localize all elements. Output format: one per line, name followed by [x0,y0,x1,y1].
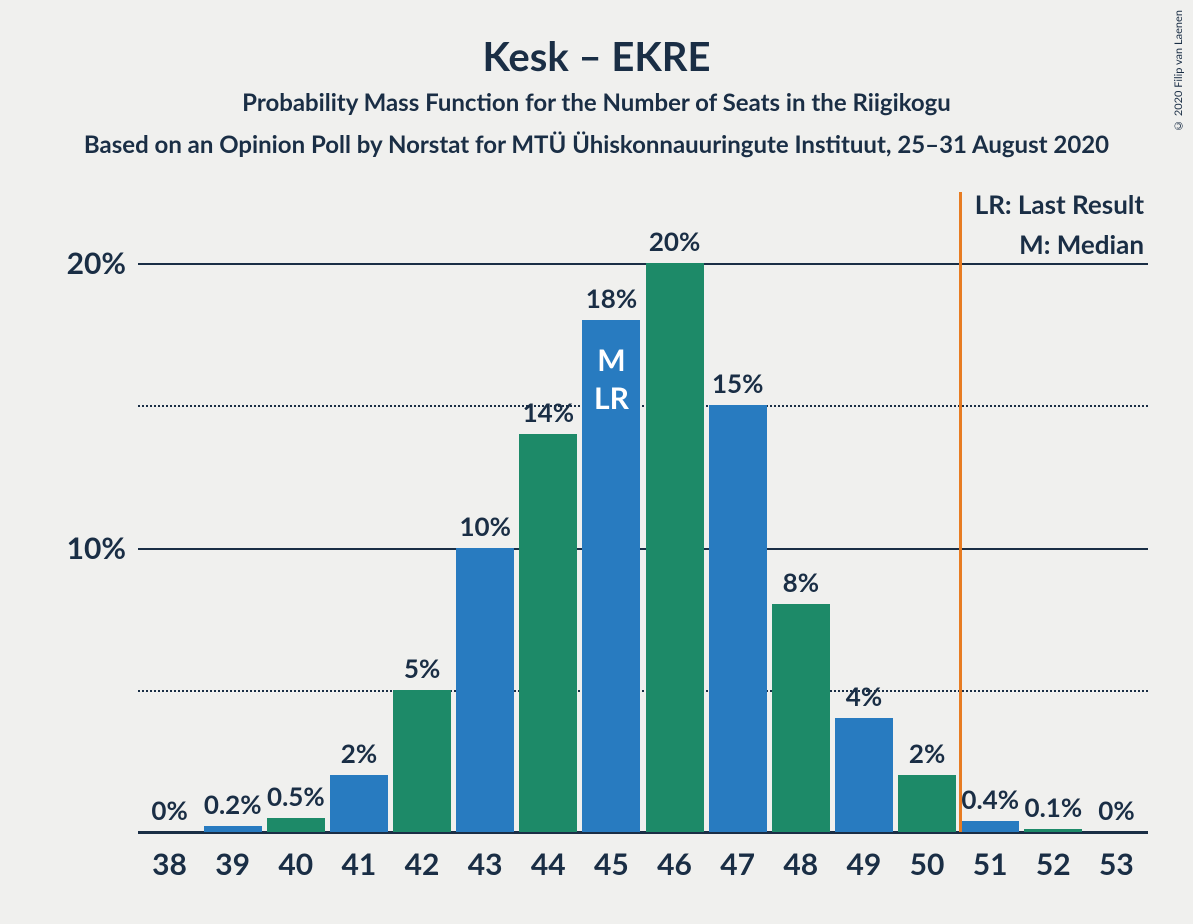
majority-line [959,192,962,832]
x-axis-tick: 53 [1099,846,1134,882]
x-axis-tick: 50 [910,846,945,882]
bar [772,604,830,832]
x-axis-tick: 39 [215,846,250,882]
bar-slot: 4%49 [832,192,895,832]
x-axis-tick: 51 [973,846,1008,882]
bar-slot: 0%53 [1085,192,1148,832]
bar-slot: 18%45MLR [580,192,643,832]
x-axis-tick: 38 [152,846,187,882]
bar [393,690,451,832]
x-axis-tick: 48 [783,846,818,882]
chart-subtitle-2: Based on an Opinion Poll by Norstat for … [0,130,1193,159]
bar-value-label: 5% [404,652,440,684]
y-axis-tick: 10% [67,530,126,566]
bar-value-label: 0.1% [1024,791,1082,823]
bar [835,718,893,832]
y-axis-tick: 20% [67,245,126,281]
bar-slot: 8%48 [769,192,832,832]
bar [519,434,577,832]
bar-marker: LR [594,380,629,416]
bar-value-label: 20% [649,225,700,257]
bars-container: 0%380.2%390.5%402%415%4210%4314%4418%45M… [138,192,1148,832]
bar-slot: 2%41 [327,192,390,832]
x-axis-tick: 46 [657,846,692,882]
x-axis-tick: 41 [342,846,377,882]
bar-slot: 2%50 [896,192,959,832]
bar-slot: 0.5%40 [264,192,327,832]
bar [646,263,704,832]
credit-text: © 2020 Filip van Laenen [1172,10,1185,132]
chart-subtitle-1: Probability Mass Function for the Number… [0,88,1193,117]
x-axis-tick: 49 [847,846,882,882]
legend-item: M: Median [1019,228,1144,260]
bar-slot: 10%43 [454,192,517,832]
bar [709,405,767,832]
bar-value-label: 15% [712,367,763,399]
bar-value-label: 0% [1098,794,1134,826]
bar-value-label: 10% [459,510,510,542]
bar-value-label: 0.5% [267,780,325,812]
bar-value-label: 8% [783,566,819,598]
bar-value-label: 14% [523,396,574,428]
bar [204,826,262,832]
chart-title: Kesk – EKRE [0,32,1193,80]
bar [456,548,514,832]
bar-value-label: 0% [151,794,187,826]
bar-value-label: 0.4% [961,783,1019,815]
bar-slot: 0.4%51 [959,192,1022,832]
bar-value-label: 4% [846,680,882,712]
bar-slot: 14%44 [517,192,580,832]
bar-value-label: 18% [586,282,637,314]
x-axis-tick: 42 [405,846,440,882]
bar-slot: 0.2%39 [201,192,264,832]
plot-area: 10%20%0%380.2%390.5%402%415%4210%4314%44… [138,192,1148,832]
bar [961,821,1019,832]
bar-marker: M [597,342,625,378]
bar-slot: 0%38 [138,192,201,832]
bar-slot: 15%47 [706,192,769,832]
bar [898,775,956,832]
x-axis-tick: 45 [594,846,629,882]
x-axis-tick: 43 [468,846,503,882]
bar-value-label: 0.2% [204,788,262,820]
legend-item: LR: Last Result [975,188,1144,220]
bar [330,775,388,832]
x-axis-tick: 52 [1036,846,1071,882]
x-axis-tick: 44 [531,846,566,882]
x-axis-tick: 40 [278,846,313,882]
x-axis-tick: 47 [720,846,755,882]
bar [267,818,325,832]
bar-value-label: 2% [341,737,377,769]
bar [1024,829,1082,832]
bar-slot: 5%42 [391,192,454,832]
chart-container: Kesk – EKRE Probability Mass Function fo… [0,0,1193,924]
bar-slot: 0.1%52 [1022,192,1085,832]
bar-slot: 20%46 [643,192,706,832]
bar-value-label: 2% [909,737,945,769]
